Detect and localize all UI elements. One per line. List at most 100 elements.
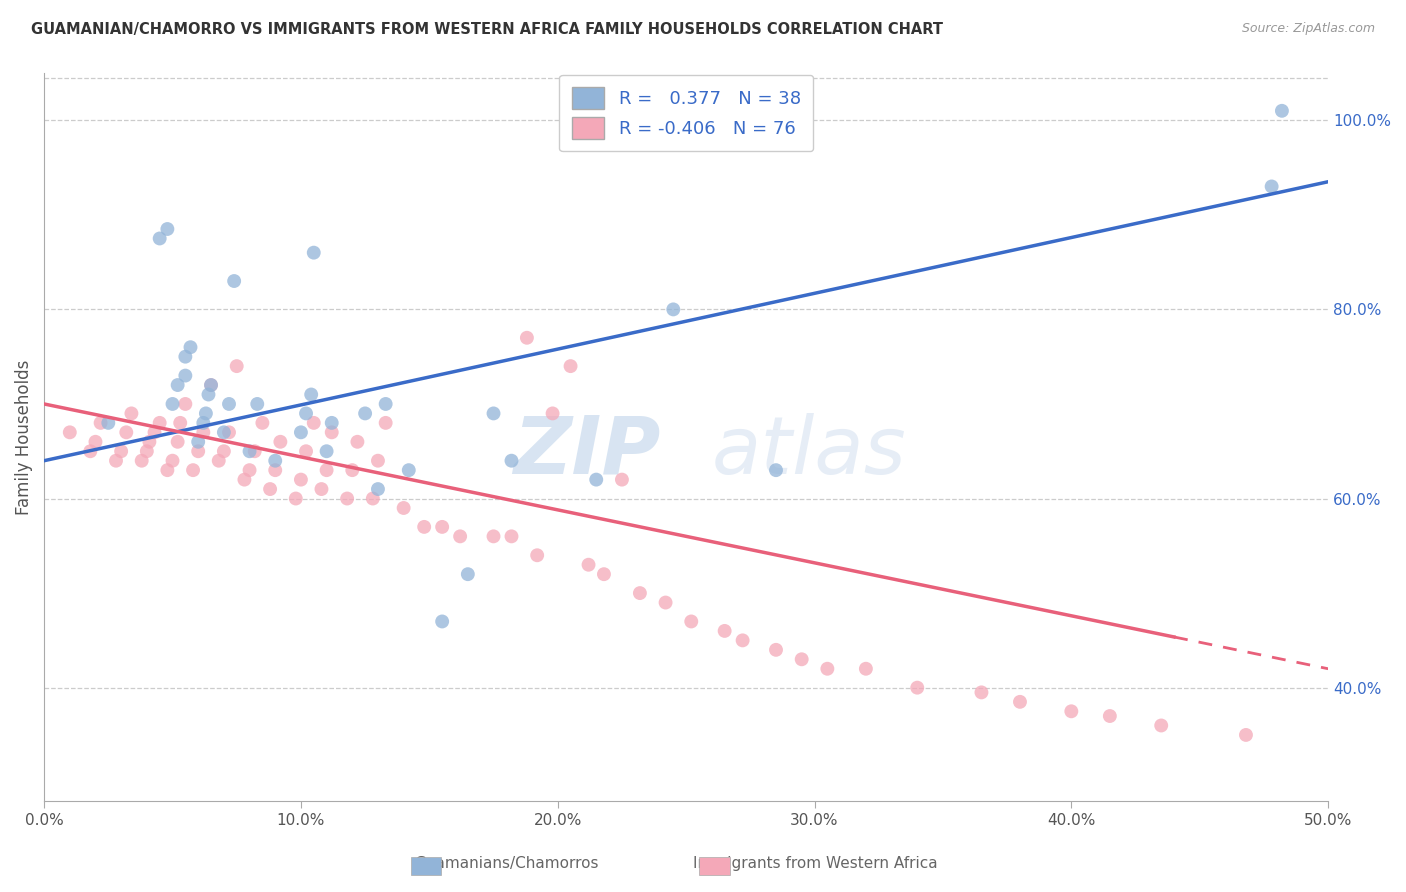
Point (374, 397, 396, 411)
Point (392, 500, 415, 515)
Point (560, 359, 582, 373)
Point (174, 397, 197, 411)
Point (541, 406, 564, 420)
Point (193, 416, 215, 430)
Point (449, 529, 471, 543)
Point (315, 444, 337, 458)
Point (259, 482, 281, 496)
Point (1194, 851, 1216, 865)
Point (593, 567, 616, 582)
Text: Source: ZipAtlas.com: Source: ZipAtlas.com (1241, 22, 1375, 36)
Point (1260, 179, 1282, 194)
Point (243, 444, 266, 458)
Point (246, 397, 269, 411)
Point (120, 406, 142, 420)
Point (149, 416, 172, 430)
Point (790, 652, 813, 666)
Text: GUAMANIAN/CHAMORRO VS IMMIGRANTS FROM WESTERN AFRICA FAMILY HOUSEHOLDS CORRELATI: GUAMANIAN/CHAMORRO VS IMMIGRANTS FROM WE… (31, 22, 943, 37)
Point (361, 491, 384, 506)
Point (174, 368, 197, 383)
Point (162, 397, 184, 411)
Text: ZIP: ZIP (513, 413, 661, 491)
Point (200, 378, 222, 392)
Point (290, 473, 312, 487)
Point (482, 529, 505, 543)
Point (413, 520, 436, 534)
Point (482, 406, 505, 420)
Point (187, 444, 209, 458)
Point (905, 681, 928, 695)
Point (193, 425, 215, 440)
Point (84, 434, 107, 449)
Point (501, 529, 523, 543)
Point (302, 416, 325, 430)
Point (295, 444, 318, 458)
Point (156, 222, 179, 236)
Point (765, 463, 787, 477)
Point (200, 378, 222, 392)
Point (346, 434, 368, 449)
Point (430, 520, 453, 534)
Point (212, 425, 235, 440)
Point (179, 340, 201, 354)
Point (156, 463, 179, 477)
Point (224, 274, 246, 288)
Point (731, 633, 754, 648)
Point (526, 548, 548, 562)
Point (311, 482, 333, 496)
Point (225, 359, 247, 373)
Point (162, 453, 184, 467)
Point (264, 453, 287, 467)
Text: Immigrants from Western Africa: Immigrants from Western Africa (693, 856, 938, 871)
Point (970, 685, 993, 699)
Point (765, 643, 787, 657)
Point (374, 416, 396, 430)
Legend: R =   0.377   N = 38, R = -0.406   N = 76: R = 0.377 N = 38, R = -0.406 N = 76 (560, 75, 813, 152)
Point (115, 425, 138, 440)
Point (1150, 718, 1173, 732)
Point (197, 387, 219, 401)
Point (681, 615, 703, 629)
Point (302, 245, 325, 260)
Point (218, 425, 240, 440)
Text: atlas: atlas (711, 413, 907, 491)
Point (1098, 709, 1121, 723)
Point (354, 406, 377, 420)
Point (336, 491, 359, 506)
Point (516, 331, 538, 345)
Point (174, 350, 197, 364)
Point (367, 453, 389, 467)
Point (628, 586, 651, 600)
Point (855, 662, 877, 676)
Point (208, 453, 231, 467)
Point (713, 624, 735, 638)
Point (269, 434, 291, 449)
Point (610, 473, 633, 487)
Point (321, 425, 343, 440)
Point (284, 491, 307, 506)
Point (430, 615, 453, 629)
Point (110, 444, 132, 458)
Point (252, 416, 274, 430)
Point (264, 463, 287, 477)
Point (578, 558, 600, 572)
Point (367, 482, 389, 496)
Point (218, 397, 240, 411)
Point (295, 406, 318, 420)
Point (321, 416, 343, 430)
Point (290, 425, 312, 440)
Point (1234, 728, 1257, 742)
Point (398, 463, 420, 477)
Point (1271, 103, 1294, 118)
Point (1008, 695, 1031, 709)
Point (654, 596, 676, 610)
Point (187, 434, 209, 449)
Point (585, 473, 607, 487)
Point (212, 444, 235, 458)
Point (181, 463, 204, 477)
Point (79, 444, 101, 458)
Point (815, 662, 838, 676)
Point (342, 463, 364, 477)
Point (131, 453, 153, 467)
Y-axis label: Family Households: Family Households (15, 359, 32, 515)
